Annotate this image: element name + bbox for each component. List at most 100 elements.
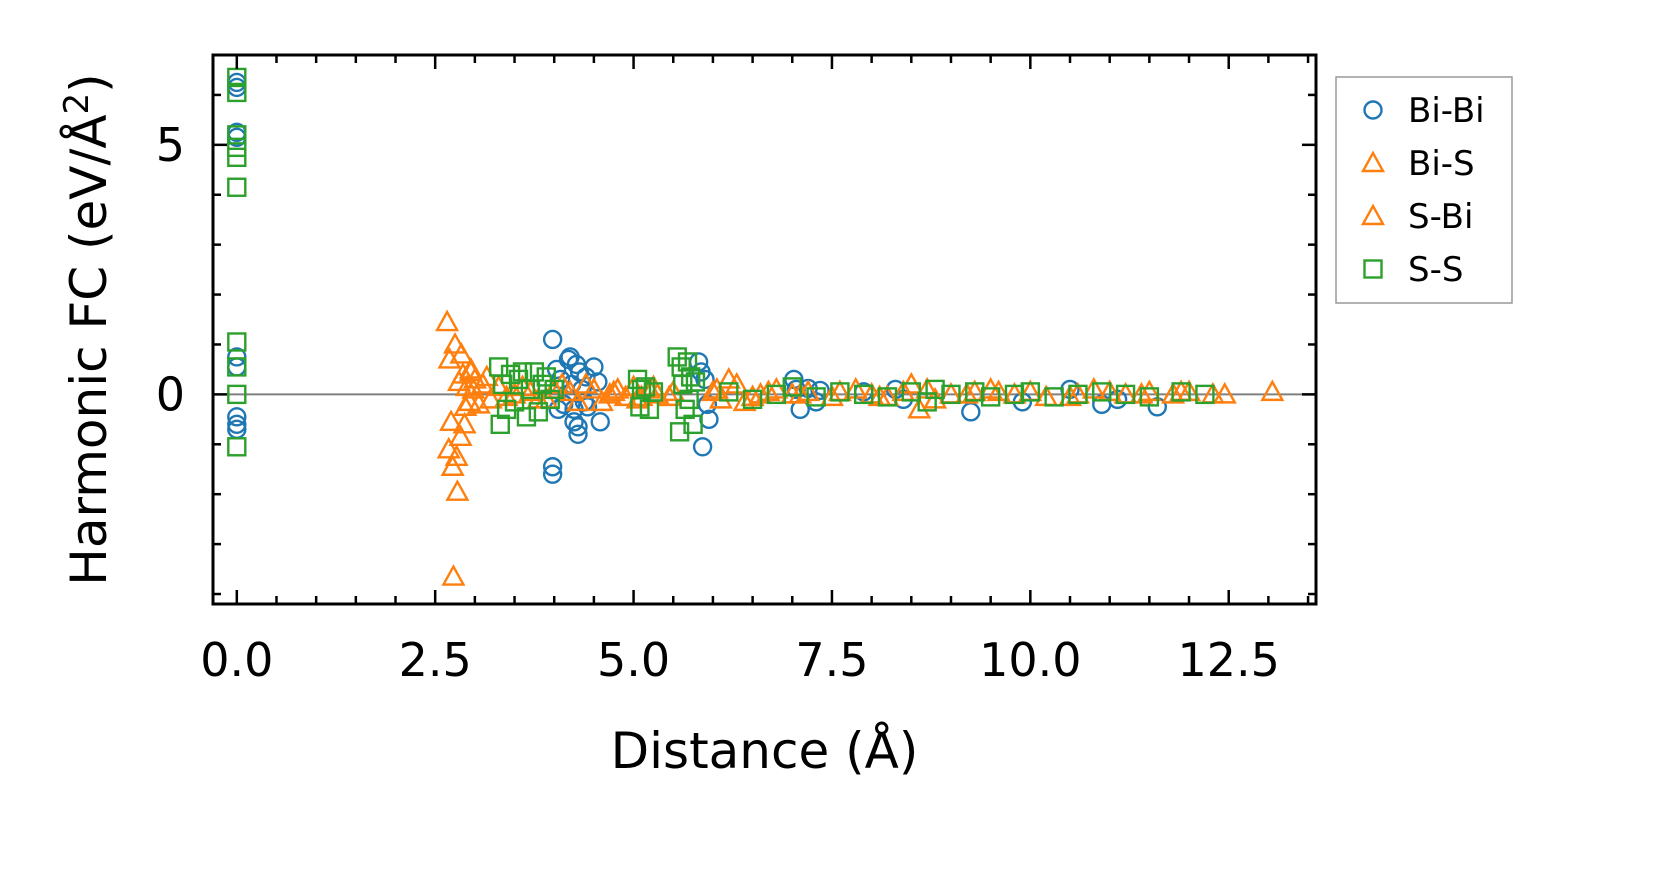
data-point-s-s [227,82,247,103]
data-point-s-s [677,352,698,372]
x-tick-label: 0.0 [200,633,273,687]
data-points-layer [227,67,1285,586]
legend-label-s-bi: S-Bi [1408,197,1473,237]
legend-label-bi-s: Bi-S [1408,144,1475,184]
data-point-bi-s [439,409,464,432]
data-point-bi-bi [542,464,563,484]
data-point-s-s [719,382,739,402]
data-point-bi-bi [590,412,610,432]
legend-items: Bi-Bi Bi-S S-Bi S-S [1360,91,1485,290]
data-point-s-s [667,347,687,367]
data-point-s-bi [740,384,765,407]
data-point-s-s [227,137,247,158]
data-point-s-s [1068,384,1088,405]
legend-marker-bi-s [1360,150,1386,173]
ticks-layer [213,55,1316,604]
legend-marker-s-bi [1360,203,1386,226]
data-point-s-s [1044,387,1064,407]
data-point-s-s [227,332,247,352]
x-tick-label: 5.0 [597,633,670,687]
data-point-s-bi [581,376,606,399]
data-point-s-s [227,357,247,377]
data-point-s-s [227,437,247,457]
data-point-s-bi [954,381,979,404]
data-point-bi-s [518,379,543,402]
data-point-s-s [227,177,247,197]
data-point-s-s [1020,382,1041,402]
data-point-s-s [742,389,763,410]
data-point-bi-bi [568,417,588,437]
data-point-s-s [941,384,961,405]
legend-marker-bi-bi [1363,100,1383,120]
data-point-bi-s [732,389,757,412]
data-point-s-s [540,389,560,410]
y-tick-label: 5 [156,118,185,172]
data-point-bi-bi [227,407,247,427]
series-s-bi [436,341,1225,586]
y-tick-label: 0 [156,367,185,421]
data-point-s-s [227,384,247,405]
data-point-bi-bi [568,424,588,445]
data-point-s-s [1139,387,1160,407]
data-point-s-s [853,384,874,405]
data-point-bi-bi [542,457,563,477]
data-point-bi-s [478,386,503,409]
data-point-s-s [516,407,537,427]
data-point-s-s [631,379,652,400]
data-point-bi-s [1161,381,1186,404]
data-point-s-bi [436,436,461,459]
data-point-s-bi [788,381,813,404]
x-tick-label: 2.5 [399,633,472,687]
data-point-s-s [901,382,922,402]
x-tick-label: 10.0 [979,633,1081,687]
data-point-bi-bi [550,369,571,390]
data-point-s-bi [704,376,729,399]
data-point-s-s [490,414,510,435]
y-axis-title: Harmonic FC (eV/Å2) [57,73,118,585]
data-point-s-s [806,387,826,407]
data-point-s-s [1092,382,1112,402]
legend-label-s-s: S-S [1408,250,1463,290]
data-point-bi-s [445,479,470,501]
data-point-s-s [685,372,706,392]
data-point-bi-bi [227,414,247,435]
data-point-s-bi [601,379,626,402]
data-point-s-bi [444,444,469,466]
y-axis-title-base: Harmonic FC (eV/Å [60,114,118,585]
data-point-s-s [544,379,564,400]
data-point-s-s [528,402,549,422]
data-point-bi-s [1057,384,1083,407]
data-point-s-bi [657,384,682,407]
data-point-s-s [980,387,1001,407]
legend-marker-s-s [1363,259,1383,279]
data-point-bi-bi [227,347,247,367]
plot-frame [211,53,1318,606]
data-point-bi-s [435,309,460,332]
data-point-bi-s [448,424,473,447]
data-point-s-s [227,125,247,145]
data-point-s-s [643,382,664,402]
data-point-s-s [877,387,898,407]
data-point-s-s [683,414,703,435]
data-point-s-s [1171,382,1191,402]
data-point-bi-s [819,384,844,407]
data-point-s-bi [449,341,474,364]
data-point-bi-bi [542,329,563,350]
data-point-bi-s [1260,379,1285,402]
data-point-s-bi [452,411,477,434]
x-tick-label: 12.5 [1178,633,1280,687]
legend: Bi-Bi Bi-S S-Bi S-S [1335,76,1513,304]
y-axis-title-close: ) [60,73,118,93]
y-axis-title-superscript: 2 [57,93,97,115]
data-point-bi-bi [692,437,713,457]
data-point-bi-s [442,332,468,354]
data-point-s-bi [565,389,591,412]
data-point-s-s [1115,384,1136,405]
data-point-s-bi [458,359,483,382]
tick-labels-layer: 0.0 2.5 5.0 7.5 10.0 12.5 0 5 [156,118,1280,687]
legend-label-bi-bi: Bi-Bi [1408,91,1485,131]
data-point-s-s [782,377,802,397]
data-point-bi-s [700,379,725,402]
data-point-s-s [504,392,525,412]
data-point-bi-s [558,379,583,402]
